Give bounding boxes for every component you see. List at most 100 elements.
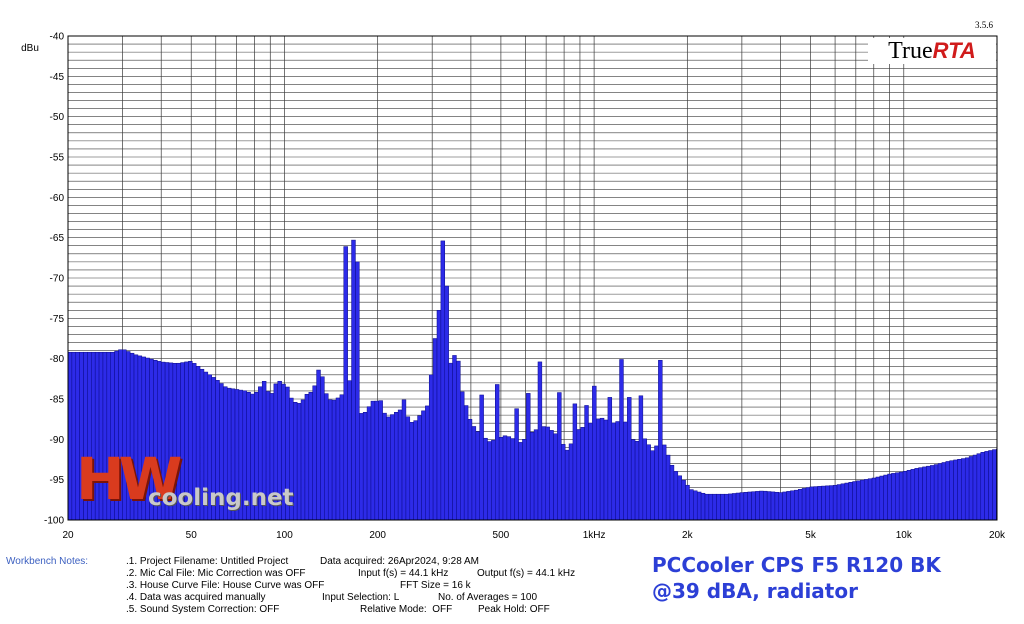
y-tick-label: -50 (50, 112, 65, 123)
note-sound: .5. Sound System Correction: OFF (126, 604, 280, 615)
spectrum-bar (623, 421, 628, 521)
spectrum-bar (825, 485, 830, 521)
spectrum-bar (421, 410, 426, 521)
spectrum-bar (463, 405, 469, 521)
y-tick-label: -60 (50, 193, 65, 204)
spectrum-bar (510, 438, 515, 521)
note-project: .1. Project Filename: Untitled Project (126, 556, 289, 567)
spectrum-bar (467, 419, 473, 521)
spectrum-bar (599, 417, 605, 521)
spectrum-bar (871, 477, 877, 521)
spectrum-bar (495, 384, 500, 521)
logo-rta-text: RTA (932, 38, 976, 63)
spectrum-bar (545, 426, 550, 521)
y-tick-label: -80 (50, 354, 65, 365)
spectrum-bar (440, 240, 446, 521)
y-tick-label: -85 (50, 395, 65, 406)
spectrum-bar (743, 492, 748, 521)
note-input-selection: Input Selection: L (322, 592, 400, 603)
spectrum-bar (483, 437, 488, 521)
spectrum-bar (813, 486, 818, 521)
spectrum-bar (902, 471, 908, 521)
spectrum-bar (992, 449, 997, 521)
spectrum-bar (879, 475, 884, 521)
spectrum-bar (630, 439, 636, 521)
workbench-notes-title: Workbench Notes: (6, 556, 89, 567)
spectrum-bar (867, 478, 873, 521)
x-tick-label: 50 (186, 530, 198, 541)
spectrum-bar (366, 406, 372, 521)
plot-frame (67, 35, 998, 521)
spectrum-bar (595, 418, 601, 521)
spectrum-bar (324, 393, 329, 521)
spectrum-bar (673, 471, 679, 521)
spectrum-bar (347, 380, 352, 521)
spectrum-bar (755, 491, 760, 521)
x-tick-label: 20k (989, 530, 1006, 541)
spectrum-bar (615, 421, 620, 521)
spectrum-bar (549, 430, 554, 521)
spectrum-bar (316, 369, 321, 521)
spectrum-bar (584, 405, 589, 521)
spectrum-bar (390, 414, 395, 521)
y-tick-label: -65 (50, 233, 65, 244)
x-tick-label: 100 (276, 530, 293, 541)
spectrum-bar (502, 435, 508, 521)
spectrum-bar (456, 360, 461, 521)
spectrum-bar (770, 491, 776, 521)
spectrum-bar (475, 431, 480, 521)
spectrum-bar (778, 492, 783, 521)
hwcooling-watermark: HW cooling.net (76, 448, 294, 520)
spectrum-bar (588, 422, 593, 521)
spectrum-bar (561, 444, 566, 521)
spectrum-bar (526, 393, 531, 521)
note-averages: No. of Averages = 100 (438, 592, 538, 603)
app-version: 3.5.6 (975, 20, 993, 30)
spectrum-bar (611, 422, 616, 521)
note-fft: FFT Size = 16 k (400, 580, 471, 591)
spectrum-bar (572, 403, 578, 521)
spectrum-bar (953, 459, 958, 521)
spectrum-bar (689, 489, 694, 521)
spectrum-bar (436, 310, 442, 521)
spectrum-bar (898, 471, 904, 521)
spectrum-bar (961, 458, 966, 521)
note-peak-hold: Peak Hold: OFF (478, 604, 550, 615)
spectrum-bar (906, 470, 912, 521)
spectrum-bar (704, 493, 710, 521)
spectrum-bar (417, 415, 422, 521)
spectrum-bar (491, 440, 496, 521)
note-input-fs: Input f(s) = 44.1 kHz (358, 568, 449, 579)
spectrum-bar (498, 437, 504, 521)
spectrum-bar (941, 462, 947, 521)
headline-product: PCCooler CPS F5 R120 BK (652, 553, 941, 577)
spectrum-bar (786, 491, 791, 521)
spectrum-bar (708, 493, 714, 521)
spectrum-bar (984, 451, 989, 521)
spectrum-bar (331, 399, 337, 521)
spectrum-bar (860, 479, 865, 521)
spectrum-bar (731, 493, 737, 521)
spectrum-bar (425, 405, 430, 521)
spectrum-bar (296, 403, 302, 521)
x-tick-label: 10k (896, 530, 913, 541)
spectrum-bar (413, 420, 418, 521)
spectrum-bar (576, 429, 581, 521)
spectrum-bar (747, 491, 752, 521)
spectrum-bar (669, 465, 675, 521)
spectrum-bar (930, 465, 935, 521)
spectrum-bar (918, 467, 923, 521)
spectrum-bar (401, 399, 407, 521)
spectrum-bar (728, 493, 733, 521)
spectrum-bar (766, 491, 772, 521)
spectrum-bar (537, 361, 543, 521)
spectrum-bar (933, 464, 939, 521)
spectrum-bar (320, 376, 325, 521)
y-tick-label: -90 (50, 435, 65, 446)
spectrum-bar (829, 485, 834, 521)
spectrum-bar (339, 394, 345, 521)
note-mic: .2. Mic Cal File: Mic Correction was OFF (126, 568, 306, 579)
spectrum-bar (976, 453, 982, 521)
y-axis-ticks: -40 -45 -50 -55 -60 -65 -70 -75 -80 -85 -90 -95 -100 (44, 32, 64, 527)
spectrum-bar (968, 456, 974, 521)
